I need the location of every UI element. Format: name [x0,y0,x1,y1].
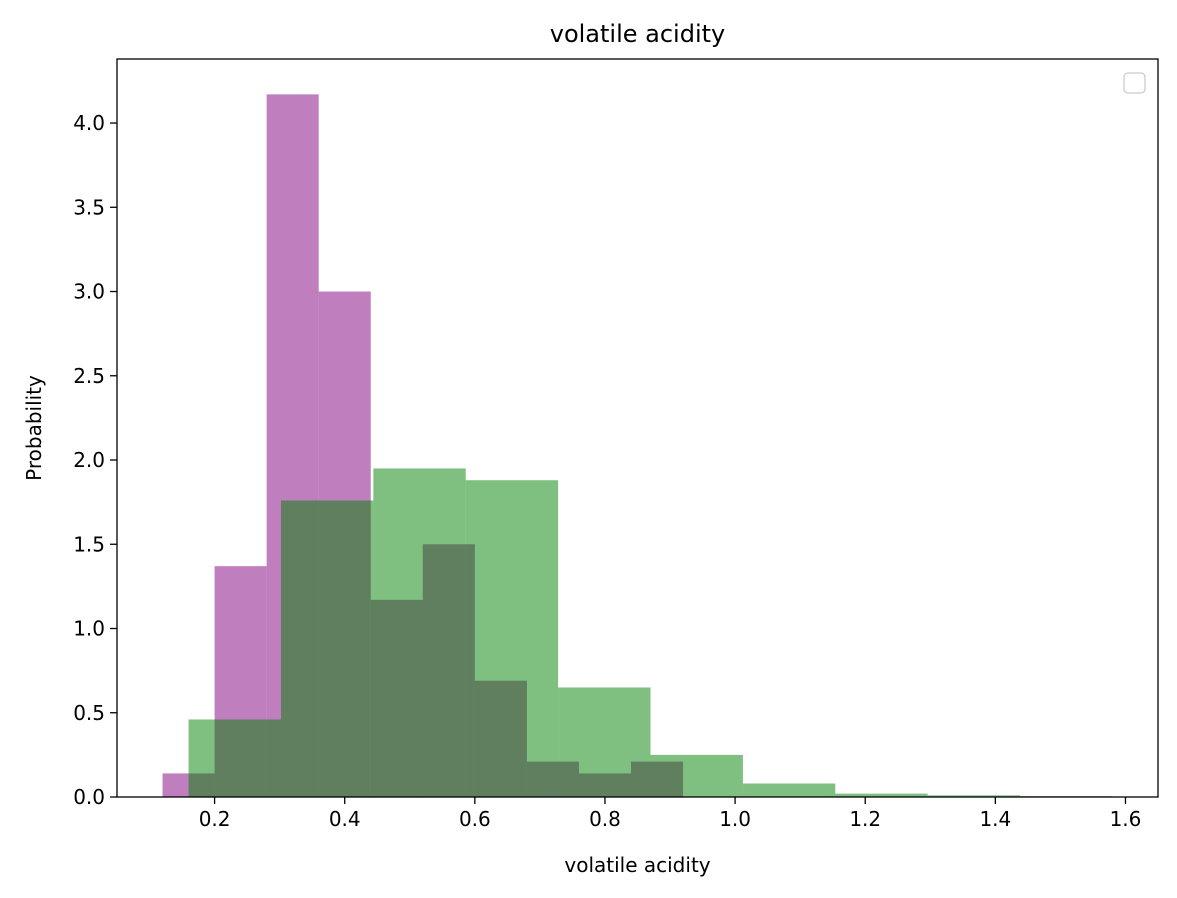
histogram-bar-series-2-bin-1 [188,719,281,797]
y-tick-label: 3.0 [73,280,105,304]
histogram-bar-series-2-bin-9 [927,795,1021,797]
y-tick-label: 0.0 [73,785,105,809]
plot-frame [116,58,1159,798]
y-tick-label: 2.0 [73,448,105,472]
y-tick-label: 1.0 [73,617,105,641]
y-tick-label: 3.5 [73,195,105,219]
y-tick-label: 4.0 [73,111,105,135]
x-tick-label: 0.6 [459,807,491,831]
x-axis-ticks: 0.2 0.4 0.6 0.8 1.0 1.2 1.4 1.6 [199,797,1142,831]
x-tick-label: 0.4 [329,807,361,831]
histogram-bar-series-2-bin-7 [742,783,836,797]
x-tick-label: 1.2 [849,807,881,831]
x-tick-label: 1.0 [719,807,751,831]
x-tick-label: 0.2 [199,807,231,831]
histogram-bar-series-2-bin-5 [558,687,651,797]
x-axis-label: volatile acidity [564,853,710,877]
chart-title: volatile acidity [550,20,726,48]
x-tick-label: 1.4 [979,807,1011,831]
x-tick-label: 0.8 [589,807,621,831]
y-tick-label: 1.5 [73,532,105,556]
histogram-bar-series-2-bin-3 [373,468,466,797]
histogram-bar-series-2-bin-8 [835,793,928,797]
x-tick-label: 1.6 [1110,807,1142,831]
legend-box [1123,72,1146,94]
y-axis-label: Probability [22,375,46,481]
histogram-bar-series-2-bin-4 [465,480,559,797]
histogram-bar-series-2-bin-2 [280,500,374,797]
y-axis-ticks: 0.0 0.5 1.0 1.5 2.0 2.5 3.0 3.5 4.0 [73,111,117,809]
y-tick-label: 0.5 [73,701,105,725]
histogram-bar-series-2-bin-6 [650,754,743,797]
y-tick-label: 2.5 [73,364,105,388]
bars-layer [162,94,1113,798]
